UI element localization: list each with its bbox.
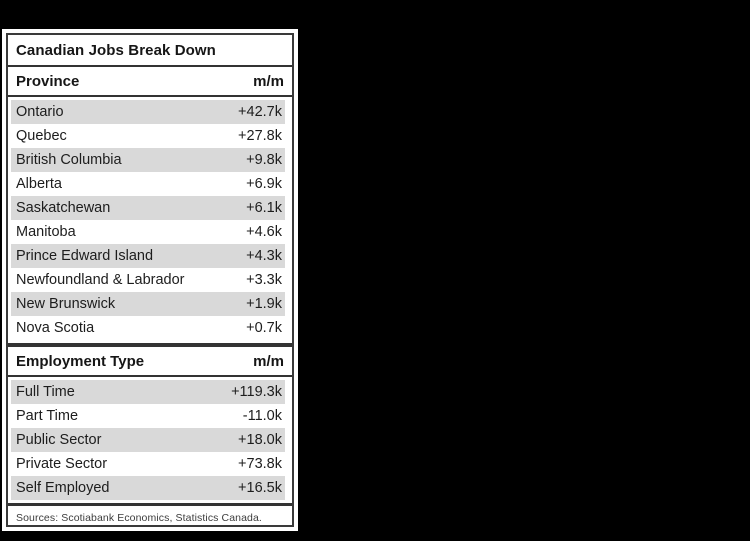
row-label: Prince Edward Island [16,248,154,264]
row-label: Self Employed [16,480,110,496]
jobs-table-card: Canadian Jobs Break Down Province m/m On… [2,29,298,531]
row-label: British Columbia [16,152,122,168]
section-header-label: Province [16,73,80,90]
section-header-unit: m/m [253,73,284,90]
table-row: Private Sector +73.8k [11,452,285,476]
row-label: Ontario [16,104,64,120]
table-row: Saskatchewan +6.1k [11,196,285,220]
row-label: New Brunswick [16,296,116,312]
row-value: +3.3k [246,272,282,288]
table-row: Ontario +42.7k [11,100,285,124]
row-value: +1.9k [246,296,282,312]
row-label: Alberta [16,176,62,192]
row-label: Manitoba [16,224,76,240]
table-row: Manitoba +4.6k [11,220,285,244]
table-row: Full Time +119.3k [11,380,285,404]
table-title: Canadian Jobs Break Down [8,35,292,67]
row-value: +18.0k [238,432,282,448]
row-value: +16.5k [238,480,282,496]
table-row: Alberta +6.9k [11,172,285,196]
table-row: New Brunswick +1.9k [11,292,285,316]
row-label: Quebec [16,128,67,144]
row-label: Saskatchewan [16,200,111,216]
table-row: Self Employed +16.5k [11,476,285,500]
table-row: Public Sector +18.0k [11,428,285,452]
row-value: +73.8k [238,456,282,472]
section-header-unit: m/m [253,353,284,370]
row-label: Public Sector [16,432,102,448]
row-label: Part Time [16,408,79,424]
jobs-table-border-box: Canadian Jobs Break Down Province m/m On… [6,33,294,527]
section-rows: Full Time +119.3k Part Time -11.0k Publi… [11,380,285,500]
row-value: -11.0k [242,408,282,424]
row-value: +119.3k [231,384,282,400]
row-value: +6.9k [246,176,282,192]
row-label: Newfoundland & Labrador [16,272,185,288]
row-value: +4.6k [246,224,282,240]
table-sections: Province m/m Ontario +42.7k Quebec +27.8… [8,67,292,503]
row-label: Full Time [16,384,75,400]
table-row: Quebec +27.8k [11,124,285,148]
table-row: British Columbia +9.8k [11,148,285,172]
table-row: Prince Edward Island +4.3k [11,244,285,268]
row-value: +0.7k [246,320,282,336]
section-header-row: Province m/m [8,67,292,97]
source-note: Sources: Scotiabank Economics, Statistic… [8,503,292,525]
table-row: Part Time -11.0k [11,404,285,428]
table-section: Province m/m Ontario +42.7k Quebec +27.8… [8,67,292,340]
row-value: +9.8k [246,152,282,168]
table-section: Employment Type m/m Full Time +119.3k Pa… [8,343,292,500]
row-value: +27.8k [238,128,282,144]
row-value: +42.7k [238,104,282,120]
row-value: +6.1k [246,200,282,216]
section-rows: Ontario +42.7k Quebec +27.8k British Col… [11,100,285,340]
row-value: +4.3k [246,248,282,264]
table-row: Newfoundland & Labrador +3.3k [11,268,285,292]
section-header-row: Employment Type m/m [8,347,292,377]
table-row: Nova Scotia +0.7k [11,316,285,340]
row-label: Private Sector [16,456,108,472]
section-header-label: Employment Type [16,353,145,370]
row-label: Nova Scotia [16,320,95,336]
